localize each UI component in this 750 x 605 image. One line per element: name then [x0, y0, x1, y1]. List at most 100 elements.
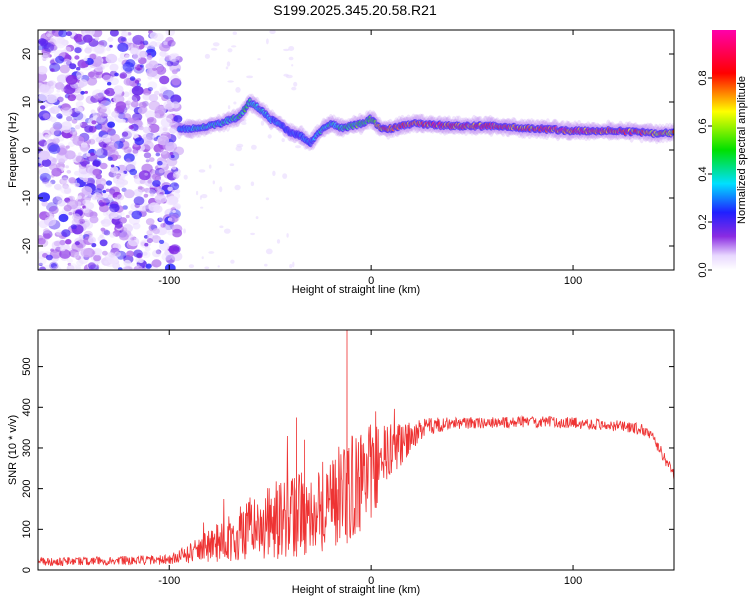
noise-blob	[41, 52, 50, 60]
noise-blob	[264, 263, 268, 267]
noise-blob	[168, 196, 179, 205]
noise-blob	[62, 126, 72, 134]
noise-blob	[154, 90, 160, 96]
noise-blob	[198, 169, 206, 173]
noise-blob	[38, 167, 50, 177]
noise-blob	[84, 47, 92, 54]
noise-blob	[56, 113, 63, 119]
noise-blob	[139, 205, 146, 212]
noise-blob	[53, 135, 58, 139]
noise-blob	[82, 177, 89, 183]
noise-blob	[159, 239, 165, 244]
colorbar-ticks: 0.0 0.2 0.4 0.6 0.8	[697, 70, 712, 278]
noise-blob	[78, 135, 85, 142]
noise-blob	[212, 42, 220, 47]
noise-blob	[58, 30, 68, 38]
noise-blob	[44, 181, 53, 188]
noise-blob	[54, 183, 62, 190]
noise-blob	[52, 265, 62, 270]
noise-blob	[75, 155, 85, 163]
noise-blob	[84, 90, 88, 94]
y-tick-label: 500	[21, 357, 33, 375]
noise-blob	[142, 133, 153, 142]
noise-blob	[40, 105, 46, 110]
noise-blob	[45, 33, 51, 38]
noise-blob	[154, 113, 161, 118]
noise-blob	[101, 218, 111, 227]
noise-blob	[122, 131, 129, 137]
noise-blob	[123, 223, 133, 231]
noise-blob	[130, 237, 135, 241]
noise-blob	[171, 101, 180, 109]
noise-blob	[225, 66, 229, 70]
noise-blob	[110, 164, 115, 168]
noise-blob	[241, 121, 247, 125]
noise-blob	[219, 225, 224, 229]
noise-blob	[61, 88, 66, 92]
noise-blob	[204, 266, 210, 270]
noise-blob	[155, 186, 160, 191]
noise-blob	[282, 173, 288, 179]
noise-blob	[57, 147, 67, 156]
noise-blob	[130, 100, 139, 108]
noise-blob	[63, 187, 72, 195]
noise-blob	[121, 31, 129, 38]
noise-blob	[161, 94, 169, 102]
noise-blob	[281, 138, 285, 143]
snr-series-line	[38, 330, 674, 567]
noise-blob	[147, 117, 157, 125]
noise-blob	[112, 230, 121, 237]
spectrogram-ylabel: Frequency (Hz)	[7, 112, 19, 188]
noise-blob	[107, 156, 113, 161]
noise-blob	[123, 189, 135, 199]
noise-blob	[132, 34, 145, 45]
noise-blob	[109, 77, 119, 86]
noise-blob	[96, 267, 103, 270]
noise-blob	[130, 262, 136, 267]
y-tick-label: 0	[21, 567, 33, 573]
noise-blob	[65, 74, 78, 85]
noise-blob	[99, 100, 111, 110]
noise-blob	[170, 154, 175, 159]
noise-blob	[46, 94, 58, 104]
noise-blob	[83, 57, 88, 62]
noise-blob	[139, 64, 144, 68]
noise-blob	[114, 72, 119, 77]
noise-blob	[88, 138, 96, 145]
x-tick-label: 0	[368, 275, 374, 287]
noise-blob	[160, 150, 171, 159]
noise-blob	[86, 77, 98, 86]
noise-blob	[104, 258, 115, 267]
noise-blob	[107, 37, 114, 42]
noise-blob	[55, 229, 64, 236]
noise-blob	[38, 192, 50, 203]
noise-blob	[92, 192, 102, 200]
noise-blob	[103, 230, 111, 236]
noise-blob	[169, 152, 174, 156]
noise-blob	[122, 205, 128, 210]
noise-blob	[38, 150, 51, 161]
noise-blob	[38, 262, 43, 267]
noise-blob	[138, 125, 144, 131]
noise-blob	[151, 259, 162, 268]
noise-blob	[67, 262, 72, 266]
noise-blob	[183, 174, 188, 180]
noise-blob	[227, 80, 234, 83]
noise-blob	[92, 158, 102, 167]
noise-blob	[229, 163, 235, 166]
noise-blob	[155, 66, 167, 75]
noise-blob	[166, 208, 173, 214]
noise-blob	[163, 100, 175, 110]
noise-blob	[160, 149, 168, 155]
noise-blob	[107, 121, 115, 128]
noise-blob	[97, 111, 105, 119]
noise-blob	[152, 249, 161, 258]
noise-blob	[68, 263, 78, 270]
noise-blob	[122, 91, 130, 98]
noise-blob	[116, 194, 125, 201]
noise-blob	[103, 260, 108, 264]
noise-blob	[101, 181, 105, 185]
noise-blob	[250, 181, 255, 187]
noise-blob	[165, 55, 172, 61]
noise-blob	[38, 266, 47, 270]
